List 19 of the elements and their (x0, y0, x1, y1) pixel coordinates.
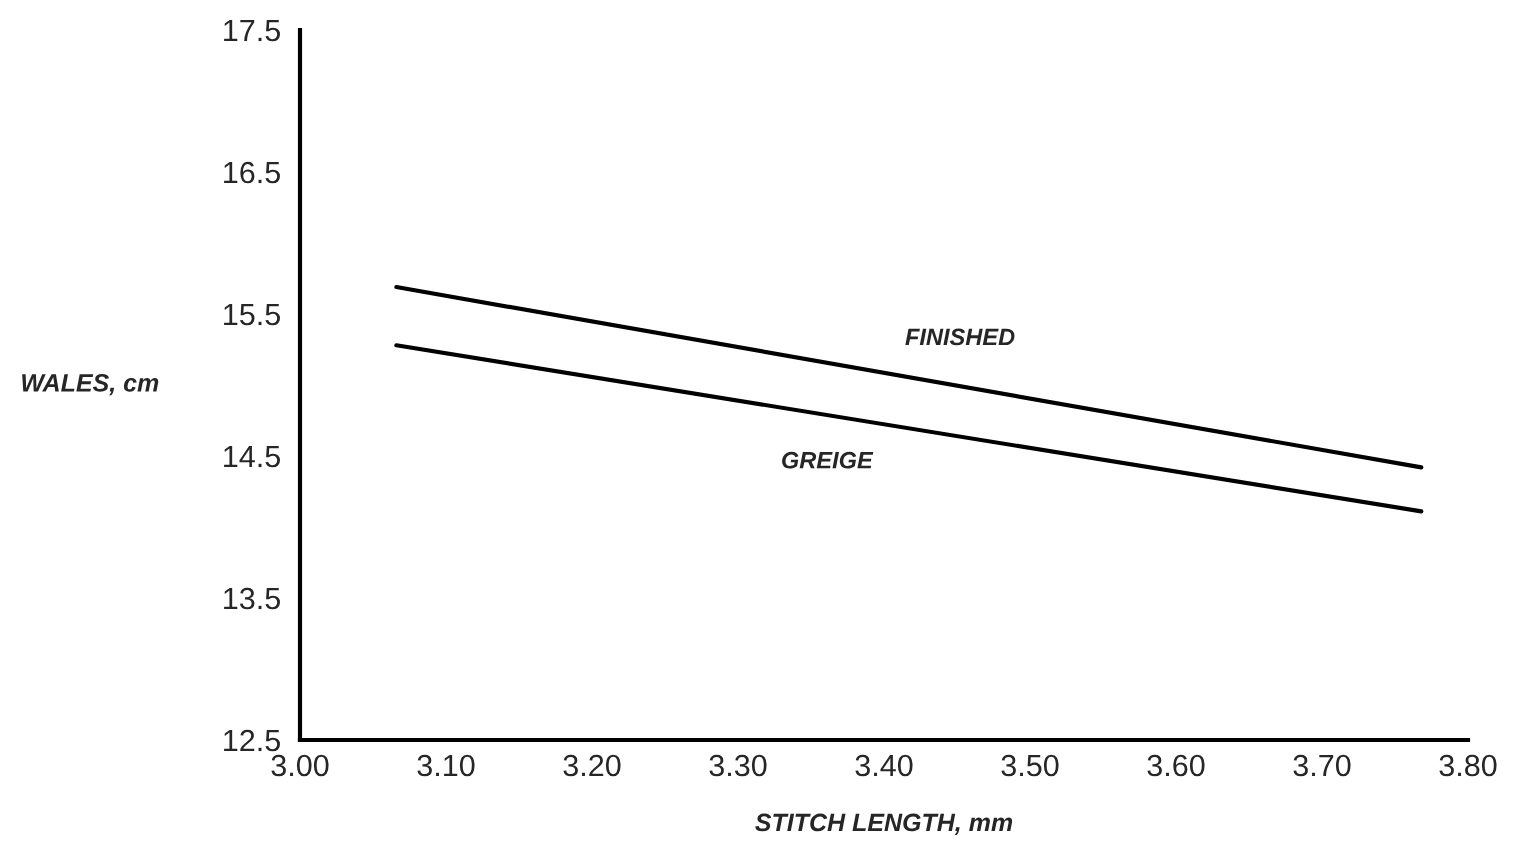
x-tick-label: 3.20 (563, 754, 621, 777)
series-label: FINISHED (905, 328, 1015, 346)
y-axis-title: WALES, cm (22, 374, 159, 396)
x-tick-label: 3.10 (417, 754, 475, 777)
x-tick-label: 3.70 (1293, 754, 1351, 777)
y-tick-label: 13.5 (224, 587, 280, 610)
x-tick-label: 3.50 (1001, 754, 1059, 777)
series-label: GREIGE (782, 451, 874, 469)
x-tick-label: 3.60 (1147, 754, 1205, 777)
y-tick-label: 15.5 (224, 304, 280, 326)
x-axis-title: STITCH LENGTH, mm (755, 813, 1013, 835)
y-tick-label: 17.5 (224, 20, 280, 42)
x-tick-label: 3.30 (709, 754, 767, 777)
x-tick-label: 3.80 (1439, 754, 1497, 777)
x-tick-label: 3.00 (271, 754, 329, 777)
y-tick-label: 16.5 (224, 161, 280, 184)
x-tick-label: 3.40 (855, 754, 913, 777)
y-tick-label: 14.5 (224, 446, 280, 468)
y-tick-label: 12.5 (224, 729, 280, 752)
